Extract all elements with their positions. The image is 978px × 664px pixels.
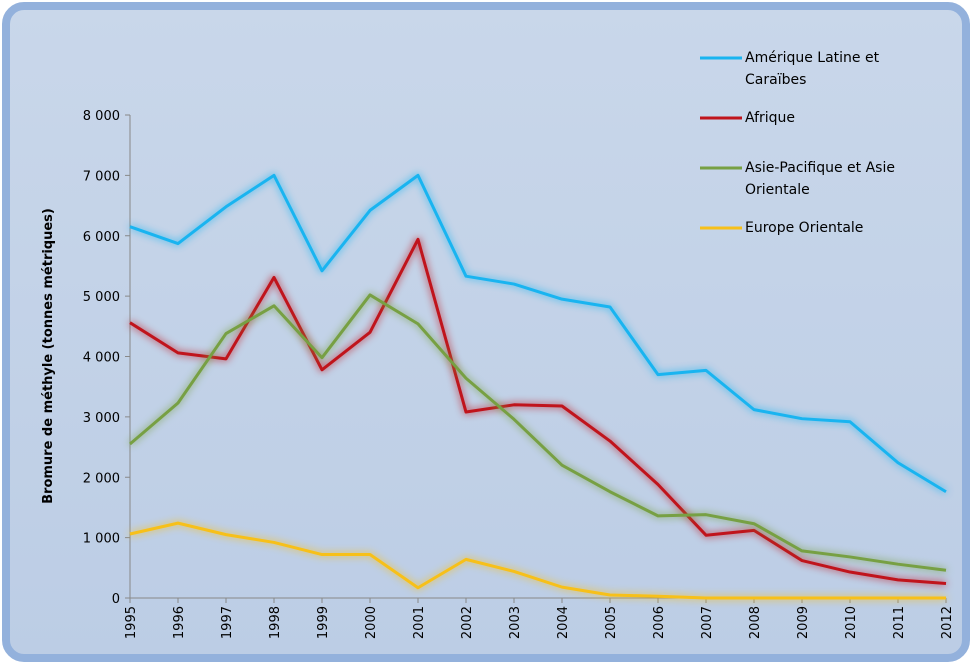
y-axis-label: Bromure de méthyle (tonnes métriques)	[41, 208, 56, 504]
legend-label: Amérique Latine et Caraïbes	[745, 50, 880, 88]
x-tick-label: 1997	[220, 606, 235, 639]
x-tick-label: 2003	[508, 606, 523, 639]
x-tick-label: 1996	[172, 606, 187, 639]
y-tick-label: 5 000	[83, 290, 120, 305]
x-tick-label: 2006	[652, 606, 667, 639]
x-tick-label: 2000	[364, 606, 379, 639]
x-tick-label: 2010	[844, 606, 859, 639]
y-tick-label: 3 000	[83, 411, 120, 426]
x-tick-label: 1998	[268, 606, 283, 639]
y-tick-label: 1 000	[83, 532, 120, 547]
x-tick-label: 2007	[700, 606, 715, 639]
legend-label: Europe Orientale	[745, 220, 864, 236]
x-tick-label: 2012	[940, 606, 955, 639]
x-tick-label: 2001	[412, 606, 427, 639]
legend-label: Asie-Pacifique et Asie Orientale	[745, 160, 895, 198]
y-tick-label: 6 000	[83, 230, 120, 245]
x-tick-label: 1999	[316, 606, 331, 639]
y-tick-label: 8 000	[83, 109, 120, 124]
x-tick-label: 2009	[796, 606, 811, 639]
x-tick-label: 1995	[124, 606, 139, 639]
x-tick-label: 2002	[460, 606, 475, 639]
series-line	[129, 521, 946, 600]
series-line	[129, 237, 947, 586]
y-tick-label: 2 000	[83, 471, 120, 486]
series-line	[129, 173, 947, 494]
y-tick-label: 0	[112, 592, 120, 607]
legend-label: Afrique	[745, 110, 796, 126]
x-tick-label: 2004	[556, 606, 571, 639]
y-tick-label: 7 000	[83, 169, 120, 184]
series-line	[129, 293, 947, 572]
x-tick-label: 2008	[748, 606, 763, 639]
y-tick-label: 4 000	[83, 351, 120, 366]
x-tick-label: 2005	[604, 606, 619, 639]
x-tick-label: 2011	[892, 606, 907, 639]
